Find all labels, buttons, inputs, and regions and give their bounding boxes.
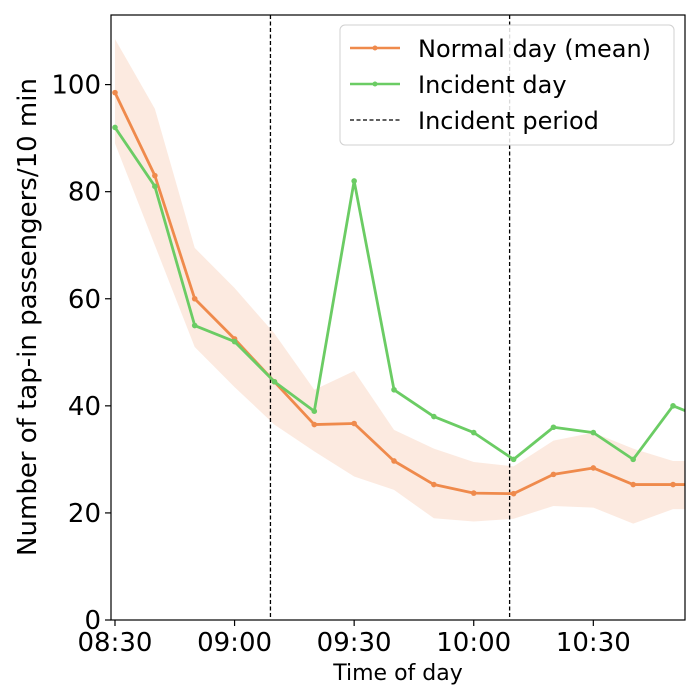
incident-day-point <box>510 456 517 463</box>
normal-day-point <box>670 481 676 488</box>
incident-day-point <box>431 413 437 420</box>
incident-day-point <box>630 456 636 463</box>
legend-label-normal-day: Normal day (mean) <box>418 35 651 63</box>
incident-day-point <box>152 183 158 190</box>
incident-day-point <box>550 424 557 431</box>
normal-day-point <box>191 295 198 302</box>
normal-day-point <box>630 481 636 488</box>
incident-day-point <box>271 378 278 385</box>
legend-marker-normal-day <box>372 45 378 51</box>
x-tick-label: 10:00 <box>436 628 511 658</box>
normal-day-point <box>470 490 477 496</box>
incident-day-line <box>113 126 685 461</box>
incident-day-point <box>311 408 318 414</box>
incident-day-point <box>670 403 676 409</box>
normal-day-point <box>590 465 597 471</box>
incident-day-point <box>351 178 357 184</box>
axes: 0 20 40 60 80 100 08:30 09:00 09:30 10:00 10:30 <box>51 71 630 658</box>
normal-day-line <box>113 92 685 496</box>
legend-label-incident-day: Incident day <box>418 71 567 99</box>
x-tick-label: 09:00 <box>197 628 272 658</box>
plot-frame <box>110 14 686 621</box>
incident-day-point <box>590 429 597 436</box>
y-tick-label: 0 <box>84 606 101 636</box>
x-tick-label: 08:30 <box>78 628 153 658</box>
normal-day-point <box>152 172 158 179</box>
normal-day-point <box>431 481 437 488</box>
legend-label-incident-period: Incident period <box>418 107 599 135</box>
legend-marker-incident-day <box>372 81 378 87</box>
y-tick-label: 80 <box>68 178 101 208</box>
incident-day-point <box>470 429 477 436</box>
y-axis-label: Number of tap-in passengers/10 min <box>13 78 43 556</box>
normal-day-point <box>391 458 397 464</box>
normal-day-point <box>351 420 357 427</box>
y-tick-label: 60 <box>68 285 101 315</box>
incident-day-point <box>231 338 238 345</box>
incident-day-point <box>391 386 397 393</box>
x-axis-label: Time of day <box>332 661 463 686</box>
y-tick-label: 20 <box>68 499 101 529</box>
normal-day-point <box>510 490 517 497</box>
y-tick-label: 100 <box>51 71 101 101</box>
incident-day-point <box>112 124 118 131</box>
normal-day-range-band <box>114 39 685 524</box>
x-tick-label: 09:30 <box>317 628 392 658</box>
normal-day-point <box>112 89 118 96</box>
x-tick-label: 10:30 <box>556 628 631 658</box>
incident-day-point <box>191 322 198 329</box>
normal-day-point <box>311 421 318 428</box>
legend: Normal day (mean) Incident day Incident … <box>339 24 675 146</box>
normal-day-point <box>550 471 557 478</box>
legend-box <box>339 24 675 146</box>
y-tick-label: 40 <box>68 392 101 422</box>
